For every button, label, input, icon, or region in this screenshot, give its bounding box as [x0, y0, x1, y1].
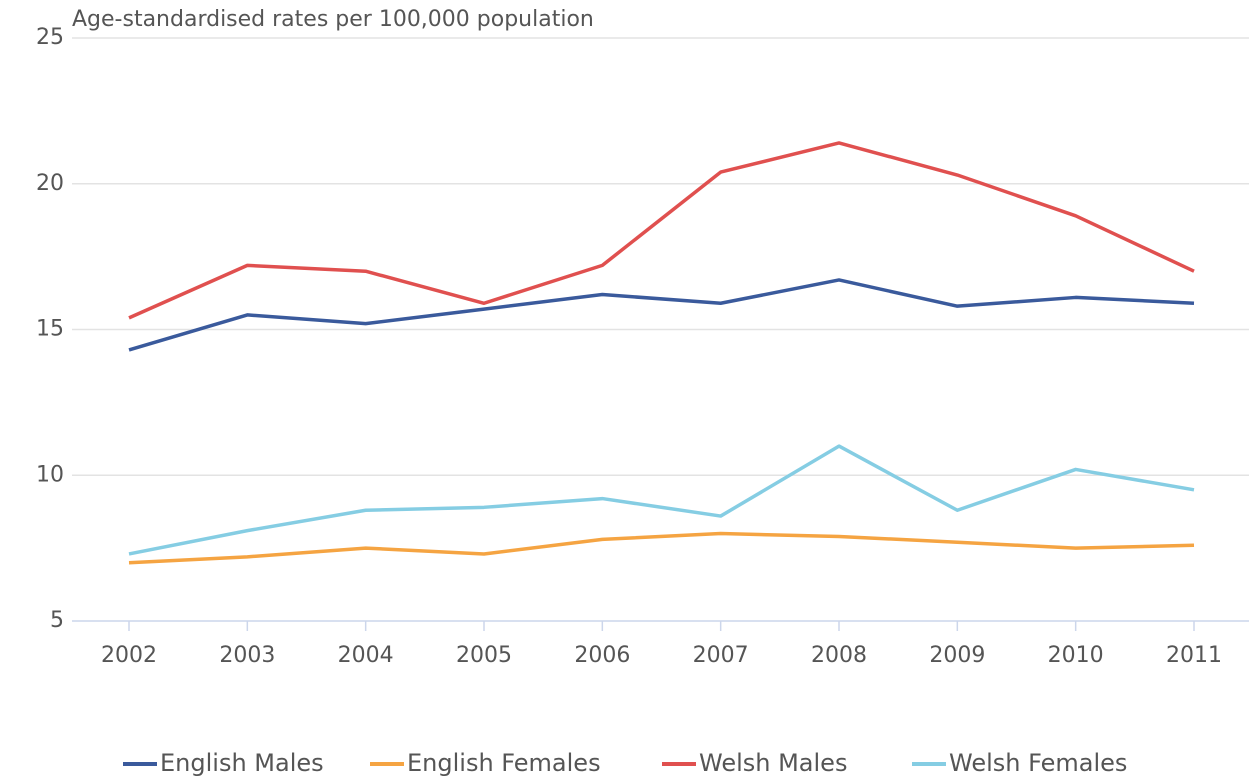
series-line	[128, 531, 1195, 565]
x-tick-label: 2002	[101, 643, 157, 668]
chart-title: Age-standardised rates per 100,000 popul…	[72, 7, 594, 32]
x-tick-label: 2005	[456, 643, 512, 668]
series-line	[128, 141, 1195, 320]
y-tick-label: 5	[50, 608, 64, 633]
legend-label: English Males	[160, 749, 324, 777]
x-tick-label: 2008	[811, 643, 867, 668]
legend-label: Welsh Males	[699, 749, 847, 777]
y-tick-label: 20	[36, 171, 64, 196]
x-tick-label: 2004	[338, 643, 394, 668]
x-tick-label: 2009	[929, 643, 985, 668]
y-tick-label: 25	[36, 25, 64, 50]
x-tick-label: 2011	[1166, 643, 1222, 668]
y-tick-label: 15	[36, 317, 64, 342]
legend-label: Welsh Females	[949, 749, 1127, 777]
x-tick-label: 2003	[219, 643, 275, 668]
legend-label: English Females	[407, 749, 601, 777]
y-tick-label: 10	[36, 462, 64, 487]
x-tick-label: 2010	[1048, 643, 1104, 668]
series-line	[128, 444, 1195, 556]
series-line	[128, 278, 1195, 352]
x-tick-label: 2007	[693, 643, 749, 668]
x-tick-label: 2006	[574, 643, 630, 668]
